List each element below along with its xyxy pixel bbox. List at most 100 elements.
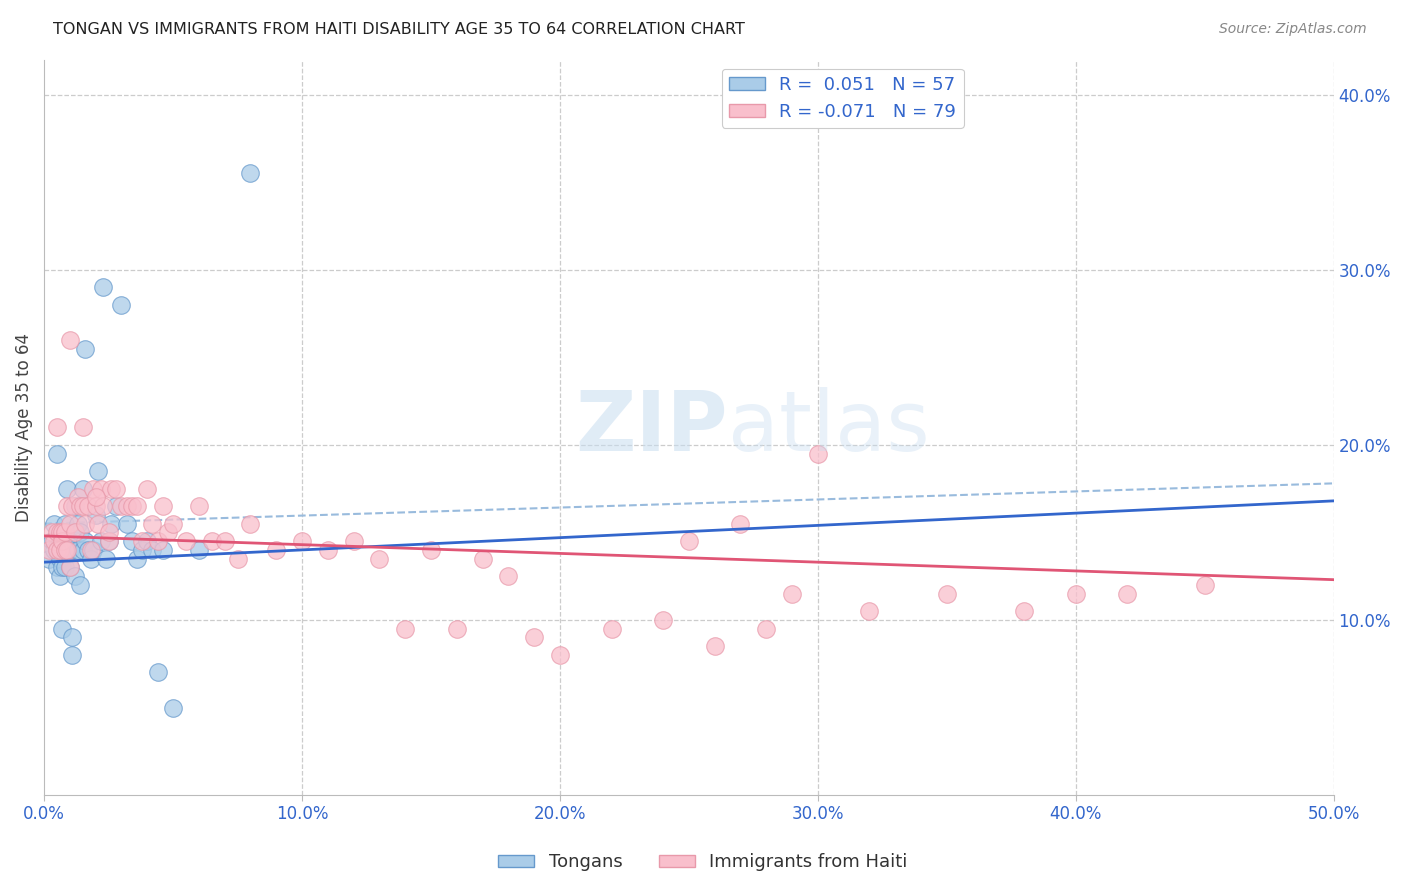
- Point: [53, 525, 76, 540]
- Point: [121, 499, 143, 513]
- Point: [115, 516, 138, 531]
- Point: [93, 499, 115, 513]
- Point: [63, 525, 86, 540]
- Point: [342, 534, 364, 549]
- Point: [62, 648, 84, 662]
- Point: [66, 491, 89, 505]
- Point: [38, 542, 60, 557]
- Point: [63, 569, 86, 583]
- Point: [72, 542, 94, 557]
- Point: [97, 534, 120, 549]
- Point: [87, 464, 110, 478]
- Legend: R =  0.051   N = 57, R = -0.071   N = 79: R = 0.051 N = 57, R = -0.071 N = 79: [721, 69, 963, 128]
- Text: Source: ZipAtlas.com: Source: ZipAtlas.com: [1219, 22, 1367, 37]
- Point: [75, 342, 97, 356]
- Point: [394, 622, 416, 636]
- Point: [90, 534, 112, 549]
- Point: [84, 499, 107, 513]
- Point: [152, 542, 174, 557]
- Point: [53, 542, 76, 557]
- Point: [97, 534, 120, 549]
- Point: [51, 534, 73, 549]
- Point: [131, 542, 153, 557]
- Point: [66, 516, 89, 531]
- Point: [110, 298, 132, 312]
- Point: [291, 534, 314, 549]
- Point: [46, 420, 69, 434]
- Text: TONGAN VS IMMIGRANTS FROM HAITI DISABILITY AGE 35 TO 64 CORRELATION CHART: TONGAN VS IMMIGRANTS FROM HAITI DISABILI…: [53, 22, 745, 37]
- Legend: Tongans, Immigrants from Haiti: Tongans, Immigrants from Haiti: [491, 847, 915, 879]
- Point: [136, 534, 159, 549]
- Point: [146, 534, 169, 549]
- Point: [652, 613, 675, 627]
- Point: [600, 622, 623, 636]
- Point: [110, 499, 132, 513]
- Point: [100, 482, 122, 496]
- Point: [1064, 587, 1087, 601]
- Point: [46, 542, 69, 557]
- Point: [59, 560, 82, 574]
- Text: ZIP: ZIP: [575, 387, 727, 467]
- Point: [75, 534, 97, 549]
- Point: [75, 516, 97, 531]
- Point: [51, 525, 73, 540]
- Point: [1012, 604, 1035, 618]
- Point: [94, 551, 117, 566]
- Point: [48, 551, 70, 566]
- Point: [72, 499, 94, 513]
- Point: [84, 491, 107, 505]
- Point: [48, 542, 70, 557]
- Point: [84, 508, 107, 522]
- Point: [46, 542, 69, 557]
- Point: [51, 525, 73, 540]
- Point: [730, 516, 752, 531]
- Point: [59, 542, 82, 557]
- Point: [239, 166, 262, 180]
- Point: [498, 569, 520, 583]
- Point: [56, 542, 79, 557]
- Point: [48, 525, 70, 540]
- Point: [79, 551, 101, 566]
- Point: [420, 542, 443, 557]
- Point: [46, 525, 69, 540]
- Point: [82, 482, 104, 496]
- Point: [152, 499, 174, 513]
- Y-axis label: Disability Age 35 to 64: Disability Age 35 to 64: [15, 333, 32, 522]
- Point: [51, 542, 73, 557]
- Point: [146, 665, 169, 680]
- Point: [62, 631, 84, 645]
- Point: [935, 587, 957, 601]
- Point: [87, 516, 110, 531]
- Point: [41, 525, 63, 540]
- Point: [93, 280, 115, 294]
- Point: [69, 499, 91, 513]
- Point: [69, 578, 91, 592]
- Point: [703, 639, 725, 653]
- Point: [125, 499, 148, 513]
- Point: [51, 622, 73, 636]
- Point: [187, 542, 209, 557]
- Point: [156, 525, 179, 540]
- Point: [807, 447, 830, 461]
- Point: [66, 542, 89, 557]
- Point: [56, 482, 79, 496]
- Point: [121, 534, 143, 549]
- Point: [46, 447, 69, 461]
- Point: [136, 482, 159, 496]
- Point: [63, 499, 86, 513]
- Point: [77, 499, 100, 513]
- Point: [162, 700, 184, 714]
- Point: [214, 534, 236, 549]
- Point: [446, 622, 468, 636]
- Point: [368, 551, 391, 566]
- Point: [105, 499, 128, 513]
- Point: [523, 631, 546, 645]
- Point: [90, 482, 112, 496]
- Point: [44, 534, 66, 549]
- Point: [69, 525, 91, 540]
- Point: [162, 516, 184, 531]
- Point: [141, 542, 163, 557]
- Point: [678, 534, 700, 549]
- Point: [82, 542, 104, 557]
- Point: [72, 482, 94, 496]
